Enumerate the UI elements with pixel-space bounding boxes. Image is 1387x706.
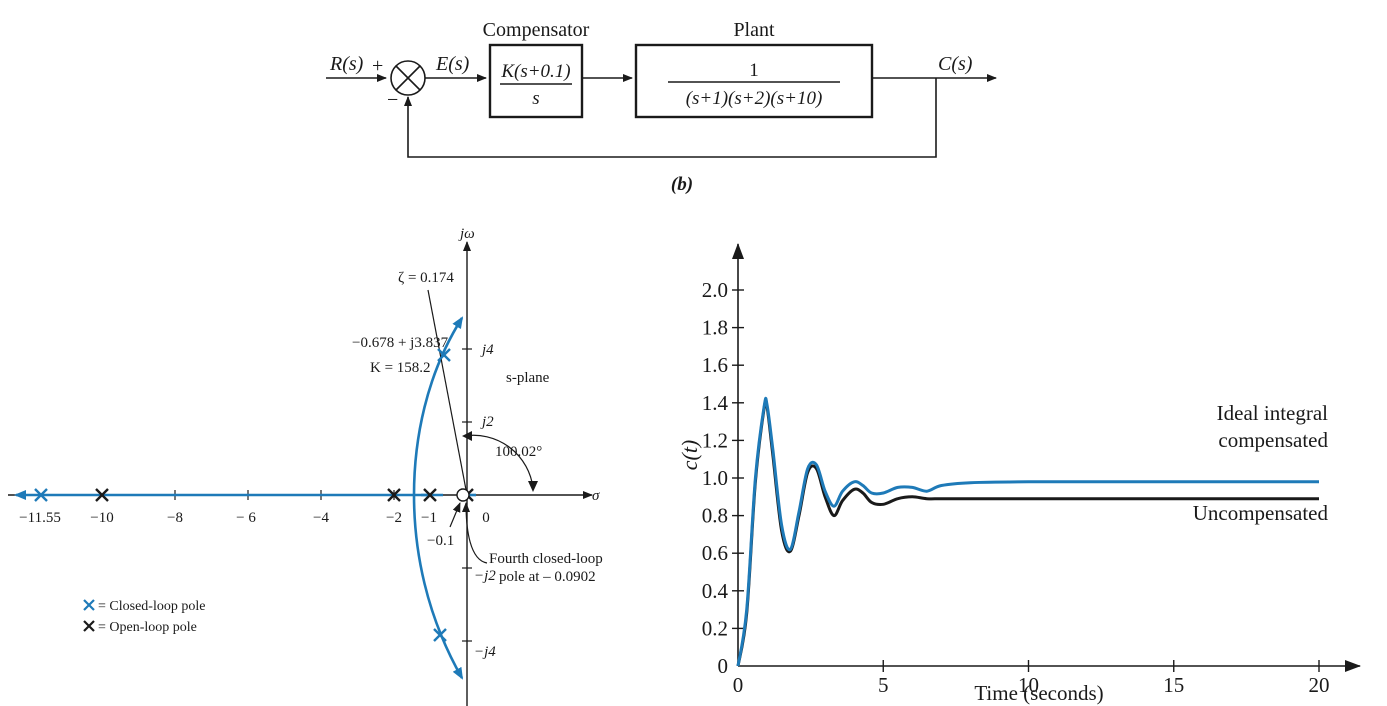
y-axis-label: c(t)	[677, 440, 702, 471]
open-loop-pole-minus-10	[95, 488, 109, 502]
legend-open-loop-label: = Open-loop pole	[98, 620, 197, 635]
series-label-uncompensated: Uncompensated	[1193, 501, 1329, 525]
plant-title: Plant	[733, 19, 775, 41]
angle-arrowhead-end	[528, 481, 538, 492]
legend-closed-loop-marker	[83, 599, 95, 611]
plus-sign: +	[372, 55, 383, 77]
imag-axis-label: jω	[458, 226, 475, 242]
feedback-path	[404, 78, 937, 158]
y-ticks: 0 0.2 0.4 0.6 0.8 1.0 1.2 1.4 1.6 1.8 2.0	[702, 278, 744, 678]
s-plane-label: s-plane	[506, 370, 550, 386]
tick-label-j2: j2	[480, 414, 494, 430]
closed-loop-poles	[34, 348, 451, 642]
x-axis-label: Time (seconds)	[974, 681, 1103, 705]
tick-label-j4: j4	[480, 342, 494, 358]
angle-label: 100.02°	[495, 444, 542, 460]
series-label-compensated-line2: compensated	[1218, 428, 1328, 452]
compensator-denominator: s	[532, 88, 539, 109]
error-label: E(s)	[435, 53, 470, 75]
compensator-zero	[456, 488, 470, 502]
y-tick-label: 0	[718, 654, 729, 678]
legend-open-loop-marker	[83, 620, 95, 632]
x-tick-label: 0	[733, 673, 744, 697]
y-tick-label: 0.6	[702, 541, 728, 565]
imag-axis-ticks	[462, 348, 472, 642]
tick-label-minus-6: − 6	[236, 510, 256, 526]
input-label: R(s)	[329, 53, 364, 75]
legend-closed-loop-label: = Closed-loop pole	[98, 599, 205, 614]
zero-label: −0.1	[427, 533, 454, 549]
y-tick-label: 0.4	[702, 579, 729, 603]
tick-label-minus-2: −2	[386, 510, 402, 526]
open-loop-pole-minus-1	[423, 488, 437, 502]
closed-loop-pole-lower	[433, 628, 447, 642]
zeta-label: ζ = 0.174	[398, 270, 454, 286]
y-tick-label: 2.0	[702, 278, 728, 302]
point-label-coordinates: −0.678 + j3.837	[352, 335, 449, 351]
y-tick-label: 0.8	[702, 504, 728, 528]
real-axis-label: σ	[592, 488, 600, 504]
zeta-line	[427, 289, 468, 496]
y-tick-label: 0.2	[702, 616, 728, 640]
compensator-numerator: K(s+0.1)	[500, 61, 570, 82]
summing-junction	[390, 60, 426, 96]
x-tick-label: 15	[1163, 673, 1184, 697]
tick-label-zero: 0	[482, 510, 490, 526]
angle-arc	[463, 434, 534, 489]
compensator-block	[488, 43, 584, 119]
closed-loop-pole-upper	[437, 348, 451, 362]
step-response-chart: 0 0.2 0.4 0.6 0.8 1.0 1.2 1.4 1.6 1.8 2.0 0 5 10 15 20…	[677, 243, 1361, 705]
tick-label-minus-j2: −j2	[474, 568, 496, 584]
block-diagram: R(s) + − E(s) Compensator K(s+0.1) s Pla…	[326, 19, 997, 195]
tick-label-minus-4: −4	[313, 510, 329, 526]
tick-label-minus-8: −8	[167, 510, 183, 526]
fourth-pole-label-line1: Fourth closed-loop	[489, 551, 603, 567]
compensator-title: Compensator	[483, 19, 590, 41]
locus-branch-lower	[412, 494, 464, 680]
y-tick-label: 1.2	[702, 428, 728, 452]
plant-denominator: (s+1)(s+2)(s+10)	[686, 88, 823, 109]
angle-arrowhead-start	[462, 431, 472, 441]
root-locus-legend: = Closed-loop pole = Open-loop pole	[83, 599, 205, 635]
y-tick-label: 1.6	[702, 353, 728, 377]
tick-label-minus-j4: −j4	[474, 644, 496, 660]
plant-numerator: 1	[749, 60, 759, 81]
tick-label-minus-10: −10	[90, 510, 113, 526]
series-label-compensated-line1: Ideal integral	[1217, 401, 1329, 425]
x-tick-label: 10	[1018, 673, 1039, 697]
minus-sign: −	[387, 89, 398, 111]
locus-branch-upper	[412, 316, 464, 496]
plant-block	[634, 43, 874, 119]
closed-loop-pole-minus-11-55	[34, 488, 48, 502]
tick-label-minus-11-55: −11.55	[19, 510, 61, 526]
y-tick-label: 1.4	[702, 391, 729, 415]
figure-caption: (b)	[671, 174, 693, 195]
x-tick-label: 20	[1309, 673, 1330, 697]
x-tick-label: 5	[878, 673, 889, 697]
output-label: C(s)	[938, 53, 973, 75]
x-ticks: 0 5 10 15 20	[733, 660, 1330, 697]
fourth-pole-pointer	[462, 502, 488, 564]
root-locus: σ jω −11.55 −10 −8 − 6 −4 −2 −1 0 j4 j2 …	[8, 226, 603, 706]
point-label-gain: K = 158.2	[370, 360, 431, 376]
y-tick-label: 1.8	[702, 316, 728, 340]
y-tick-label: 1.0	[702, 466, 728, 490]
tick-label-minus-1: −1	[421, 510, 437, 526]
series-line-compensated	[736, 396, 1319, 667]
fourth-pole-label-line2: pole at – 0.0902	[499, 569, 596, 585]
open-loop-pole-minus-2	[387, 488, 401, 502]
zero-pointer	[449, 502, 461, 528]
